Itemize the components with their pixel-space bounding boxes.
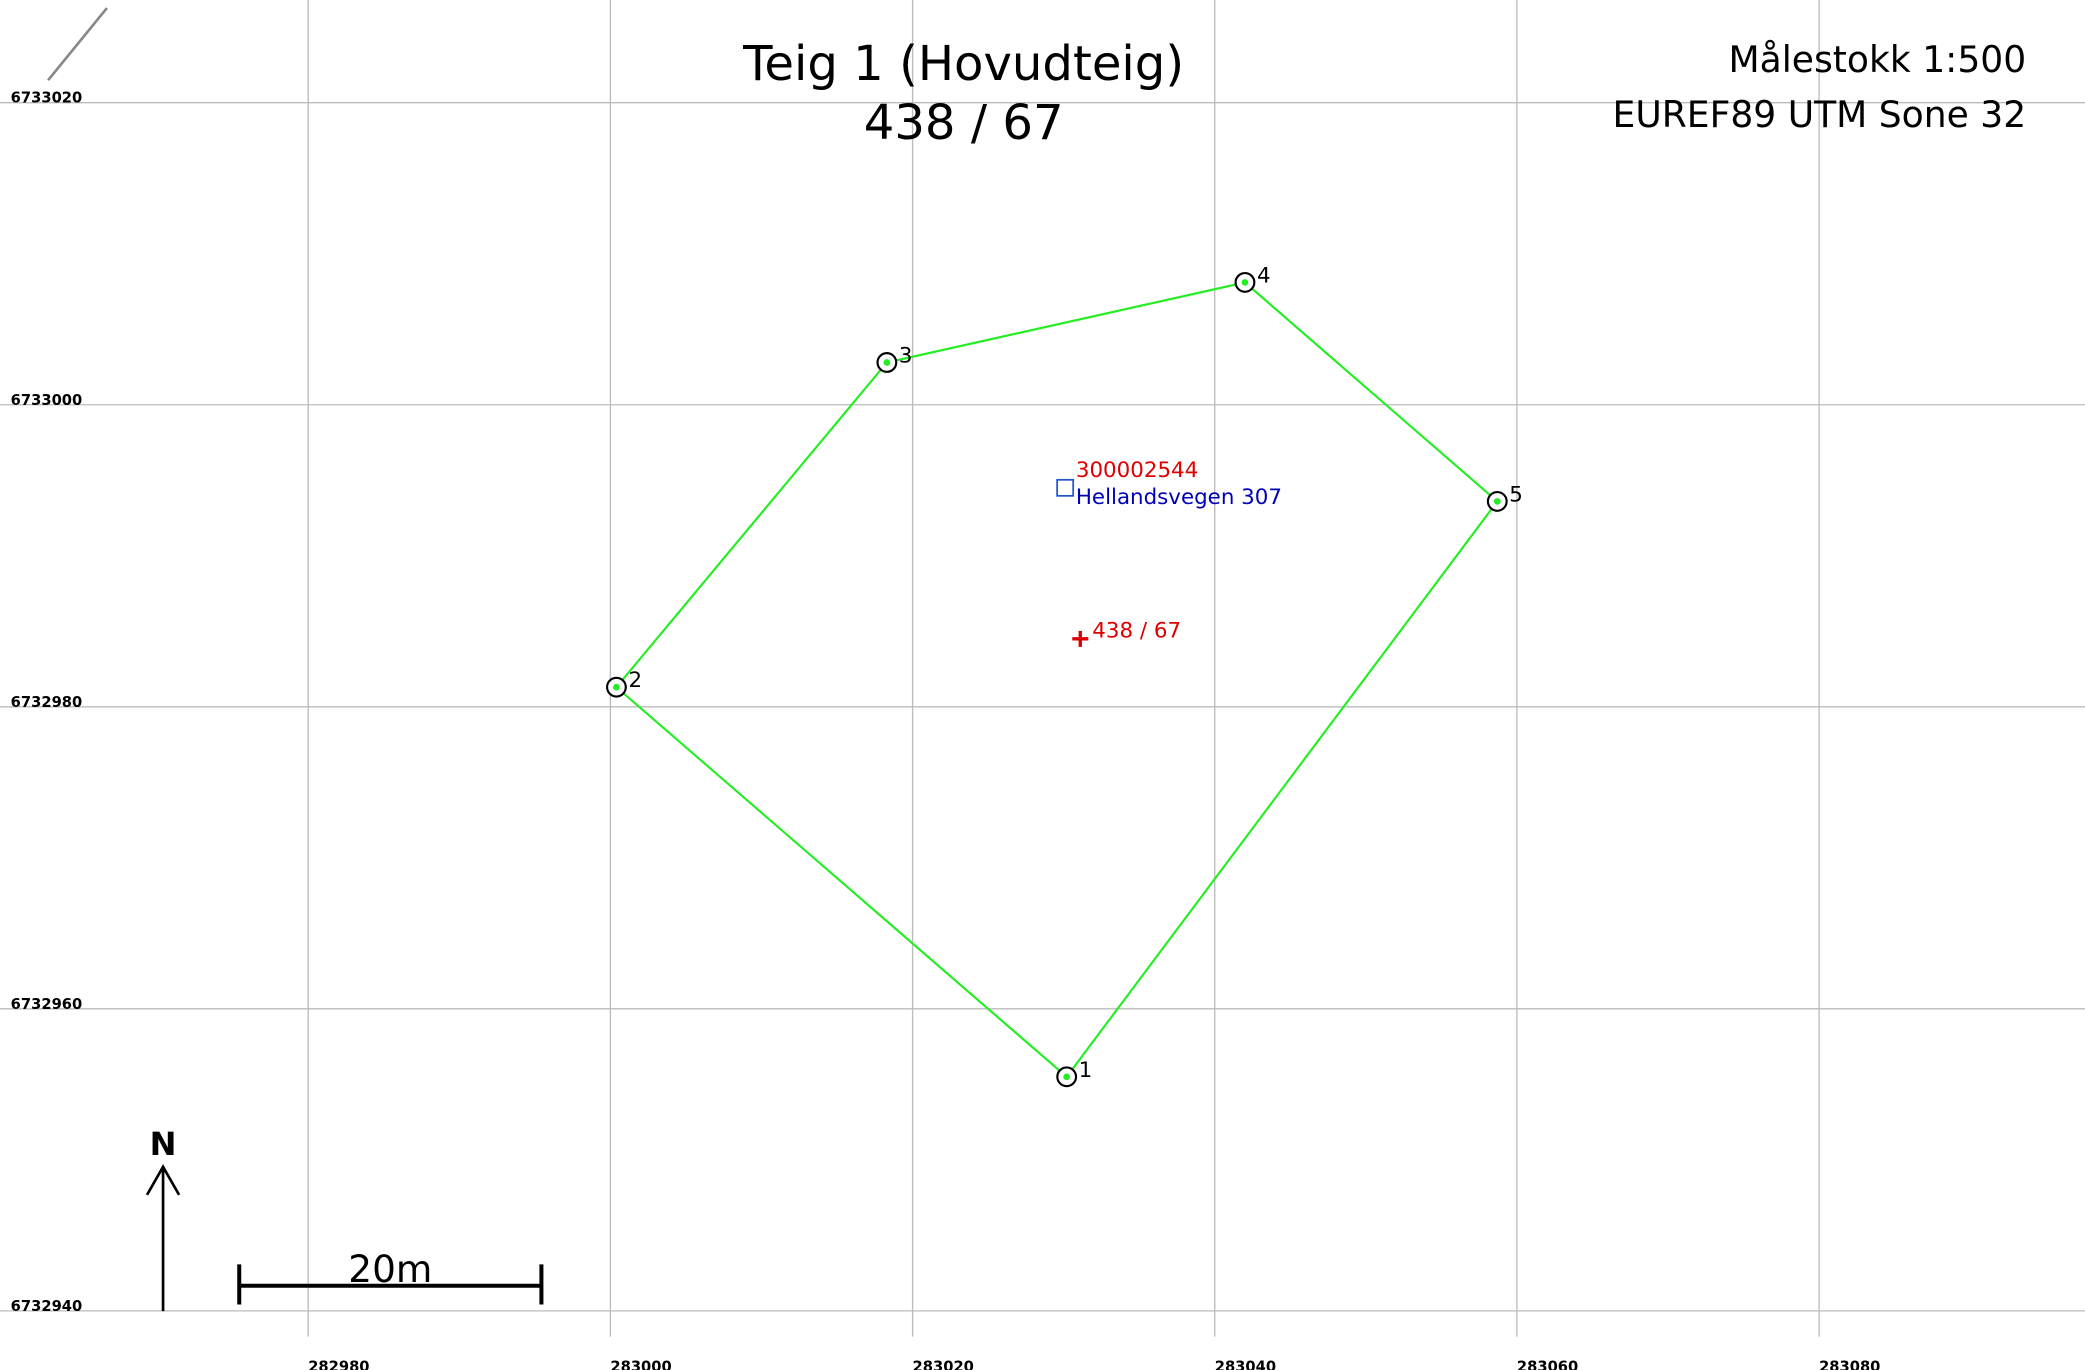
subtitle: 438 / 67 bbox=[864, 95, 1064, 151]
x-tick-label: 283060 bbox=[1517, 1358, 1578, 1370]
point-dot bbox=[613, 683, 620, 691]
boundary bbox=[614, 281, 1499, 1079]
y-tick-label: 6733000 bbox=[11, 392, 83, 409]
point-label: 4 bbox=[1257, 263, 1271, 288]
point-dot bbox=[883, 359, 891, 366]
x-tick-label: 282980 bbox=[308, 1358, 369, 1370]
x-tick-label: 283000 bbox=[610, 1358, 671, 1370]
building-address: Hellandsvegen 307 bbox=[1076, 485, 1282, 510]
x-tick-label: 283080 bbox=[1819, 1358, 1880, 1370]
building-id: 300002544 bbox=[1076, 458, 1198, 483]
x-tick-label: 283020 bbox=[913, 1358, 974, 1370]
point-dot bbox=[1063, 1073, 1071, 1081]
parcel-marker bbox=[1072, 630, 1089, 647]
point-dot bbox=[1241, 279, 1249, 286]
y-tick-label: 6732960 bbox=[11, 996, 83, 1013]
north-arrow bbox=[145, 1164, 181, 1312]
building bbox=[1056, 478, 1075, 497]
parcel-label: 438 / 67 bbox=[1092, 619, 1181, 644]
point-label: 5 bbox=[1509, 482, 1523, 507]
decoration bbox=[47, 7, 108, 82]
y-tick-label: 6733020 bbox=[11, 90, 83, 107]
y-tick-label: 6732940 bbox=[11, 1298, 83, 1315]
point-label: 3 bbox=[899, 343, 913, 368]
scale-bar-label: 20m bbox=[348, 1247, 432, 1291]
north-label: N bbox=[150, 1125, 177, 1163]
scale-text: Målestokk 1:500 bbox=[1728, 39, 2026, 81]
y-tick-label: 6732980 bbox=[11, 694, 83, 711]
point-dot bbox=[1493, 498, 1501, 505]
title: Teig 1 (Hovudteig) bbox=[742, 36, 1184, 92]
point-label: 1 bbox=[1079, 1058, 1093, 1083]
point-label: 2 bbox=[628, 668, 642, 693]
crs-text: EUREF89 UTM Sone 32 bbox=[1613, 94, 2027, 136]
x-tick-label: 283040 bbox=[1215, 1358, 1276, 1370]
scale-bar bbox=[237, 1264, 544, 1305]
